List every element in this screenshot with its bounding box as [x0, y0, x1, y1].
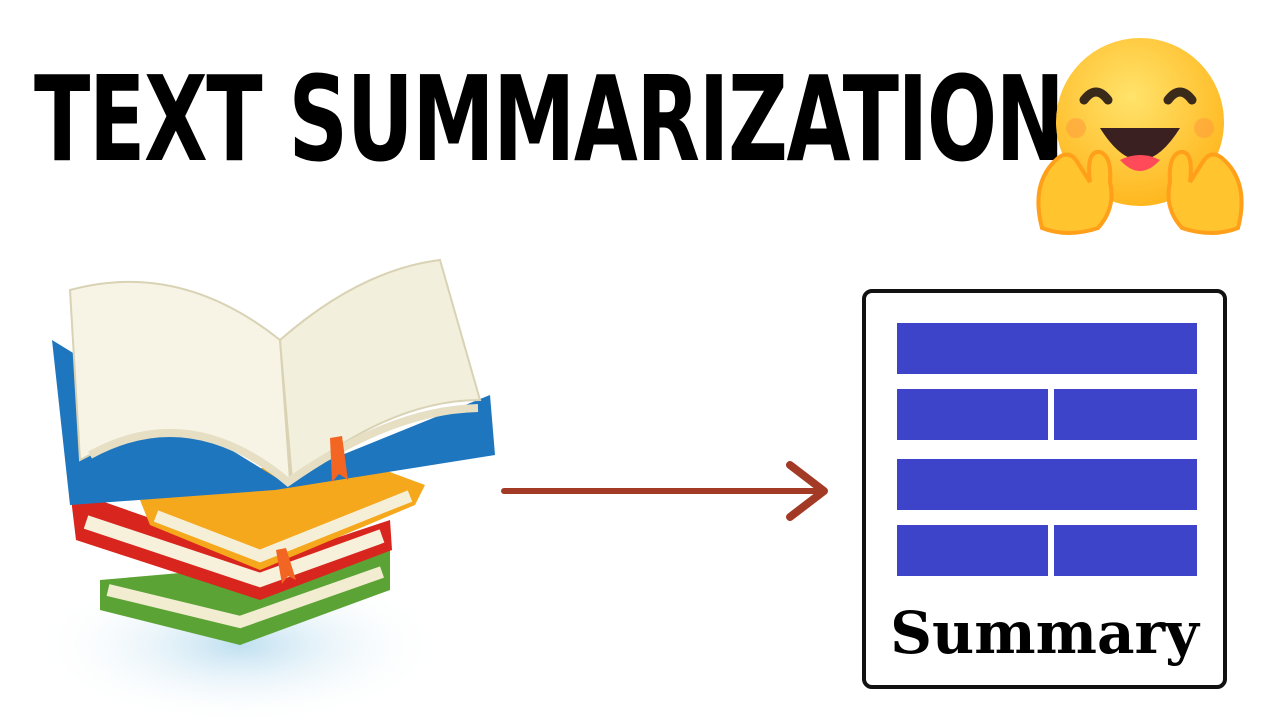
emoji-mouth	[1100, 128, 1180, 160]
page-title: TEXT SUMMARIZATION	[34, 50, 1065, 188]
right-arrow-icon	[501, 461, 828, 521]
bookmark-orange	[276, 548, 296, 584]
blue-book-cover	[52, 340, 495, 505]
emoji-left-eye	[1079, 87, 1113, 105]
summary-bar	[897, 459, 1197, 510]
emoji-right-hand	[1166, 149, 1244, 235]
emoji-left-hand	[1036, 149, 1114, 235]
book-stack-illustration	[35, 258, 495, 720]
emoji-right-eye	[1163, 87, 1197, 105]
bookmark-open	[330, 436, 348, 482]
summary-bar	[1054, 525, 1197, 576]
summary-document-icon: Summary	[862, 289, 1227, 689]
summary-label: Summary	[890, 599, 1199, 667]
summary-bar	[897, 389, 1048, 440]
summary-bar	[1054, 389, 1197, 440]
summary-bar	[897, 323, 1197, 374]
red-book	[70, 490, 392, 600]
summary-bar	[897, 525, 1048, 576]
hugging-face-emoji-icon	[1036, 38, 1244, 235]
